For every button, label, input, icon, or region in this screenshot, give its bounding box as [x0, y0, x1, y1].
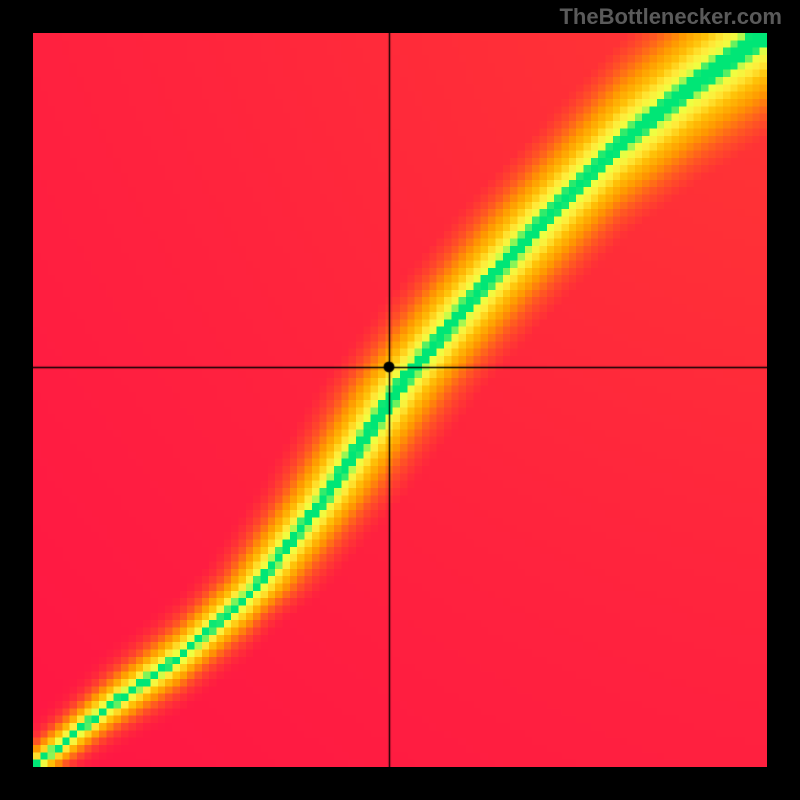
bottleneck-heatmap [33, 33, 767, 767]
watermark-text: TheBottlenecker.com [559, 4, 782, 30]
chart-container: TheBottlenecker.com [0, 0, 800, 800]
